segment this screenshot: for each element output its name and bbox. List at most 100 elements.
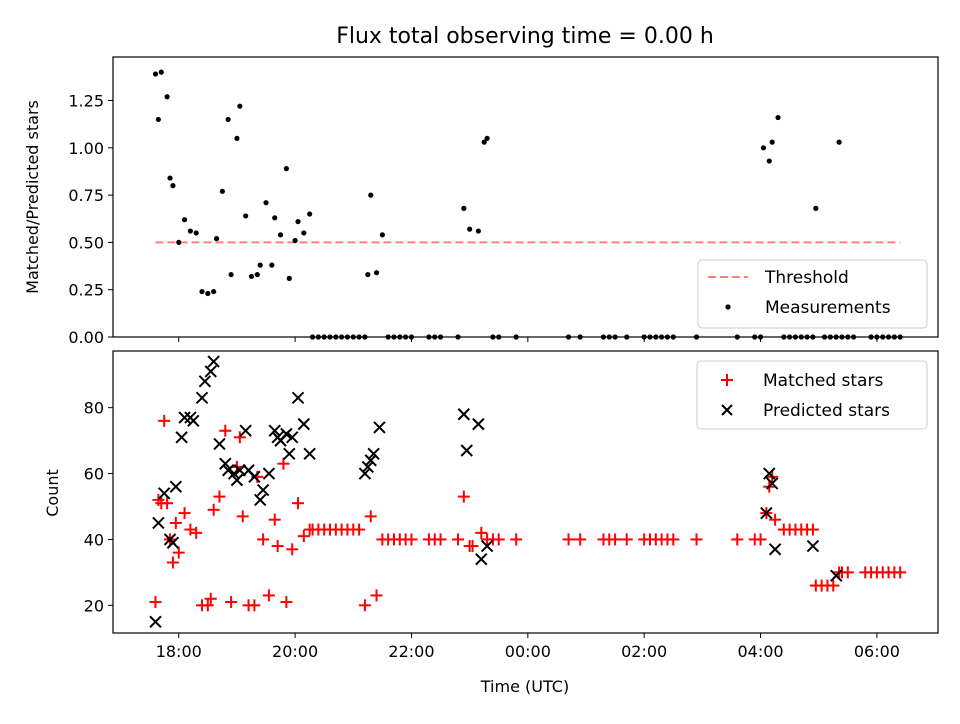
measurement-point (513, 334, 519, 340)
measurement-point (490, 334, 496, 340)
measurement-point (385, 334, 391, 340)
top-y-tick-label: 0.25 (68, 281, 104, 300)
top-y-tick-label: 0.75 (68, 186, 104, 205)
predicted-star-point (169, 480, 183, 493)
measurement-point (827, 334, 833, 340)
top-plot-area: 0.00 0.25 0.50 0.75 1.00 1.25 (68, 56, 939, 347)
measurement-point (193, 230, 199, 236)
measurement-point (891, 334, 897, 340)
measurement-point (373, 270, 380, 276)
matched-star-point (201, 599, 214, 612)
top-chart-title: Flux total observing time = 0.00 h (336, 24, 714, 49)
measurement-point (897, 334, 903, 340)
matched-star-point (806, 523, 819, 536)
legend-measurements-label: Measurements (765, 298, 891, 318)
predicted-star-point (198, 375, 212, 388)
measurement-point (292, 237, 298, 244)
matched-star-point (271, 540, 284, 553)
matched-star-point (466, 540, 479, 553)
matched-star-point (510, 533, 523, 546)
measurement-point (874, 334, 880, 340)
measurement-point (263, 200, 269, 206)
bottom-y-tick-label: 60 (84, 465, 104, 484)
legend-predicted-cross (721, 404, 733, 416)
predicted-star-point (460, 444, 473, 457)
measurement-point (769, 139, 775, 145)
predicted-star-point (297, 417, 311, 431)
measurement-point (798, 334, 804, 340)
matched-star-point (257, 533, 270, 546)
measurement-point (437, 334, 444, 340)
matched-star-point (262, 589, 275, 602)
predicted-star-point (303, 447, 316, 460)
matched-star-point (492, 533, 505, 546)
measurement-point (283, 166, 289, 172)
predicted-star-point (829, 569, 843, 582)
measurement-point (379, 232, 385, 238)
matched-star-point (370, 589, 383, 602)
matched-star-point (562, 533, 575, 546)
matched-star-point (358, 599, 371, 612)
measurement-point (461, 205, 467, 211)
x-axis-label: Time (UTC) (480, 677, 569, 696)
measurement-point (647, 334, 653, 340)
top-plot-frame (112, 56, 939, 338)
measurement-point (327, 334, 333, 340)
matched-star-point (827, 579, 840, 592)
measurement-point (836, 139, 842, 145)
predicted-star-point (760, 506, 773, 520)
matched-star-point (731, 533, 744, 546)
matched-star-point (161, 497, 174, 510)
measurement-point (885, 334, 892, 340)
matched-star-point (233, 431, 246, 444)
matched-star-point (353, 523, 366, 536)
predicted-star-point (806, 539, 820, 553)
measurement-point (600, 334, 607, 340)
matched-star-point (149, 596, 162, 609)
predicted-star-point (219, 457, 232, 470)
measurement-point (309, 334, 316, 340)
matched-star-point (457, 490, 470, 503)
bottom-legend-box (696, 360, 928, 430)
top-y-axis-label: Matched/Predicted stars (23, 100, 42, 294)
measurement-point (653, 334, 659, 340)
measurement-point (792, 334, 799, 340)
top-legend-box (697, 259, 928, 329)
measurement-point (295, 218, 301, 225)
predicted-star-point (149, 615, 162, 629)
predicted-star-point (166, 536, 180, 549)
predicted-star-point (207, 355, 220, 368)
measurement-point (391, 334, 397, 340)
matched-star-point (172, 546, 185, 559)
predicted-star-point (765, 477, 779, 490)
predicted-star-point (221, 464, 235, 477)
predicted-star-point (373, 421, 386, 434)
bottom-y-tick-label: 40 (84, 530, 104, 549)
measurement-point (664, 334, 671, 340)
matched-star-point (754, 533, 767, 546)
matched-star-point (609, 533, 622, 546)
measurement-point (286, 275, 292, 281)
matched-star-point (178, 507, 191, 520)
measurement-point (344, 334, 351, 340)
measurement-point (810, 334, 816, 340)
x-tick-label: 18:00 (156, 642, 202, 661)
legend-threshold-label: Threshold (764, 268, 849, 288)
predicted-star-point (768, 543, 782, 556)
measurement-point (213, 236, 220, 242)
bottom-plot-frame (112, 350, 939, 634)
measurement-point (339, 334, 345, 340)
matched-star-point (690, 533, 703, 546)
measurement-point (315, 334, 321, 340)
measurement-point (734, 334, 740, 340)
matched-star-point (434, 533, 447, 546)
predicted-star-point (480, 539, 494, 553)
measurement-point (254, 271, 260, 278)
measurement-point (484, 135, 490, 141)
measurement-point (496, 334, 502, 340)
predicted-star-point (175, 431, 188, 444)
measurement-point (164, 94, 170, 100)
predicted-star-point (472, 417, 485, 431)
measurement-point (199, 288, 205, 295)
bottom-plot-area: 20 40 60 80 18:00 20:00 22:00 00:00 02:00 04:00 06… (84, 350, 939, 661)
